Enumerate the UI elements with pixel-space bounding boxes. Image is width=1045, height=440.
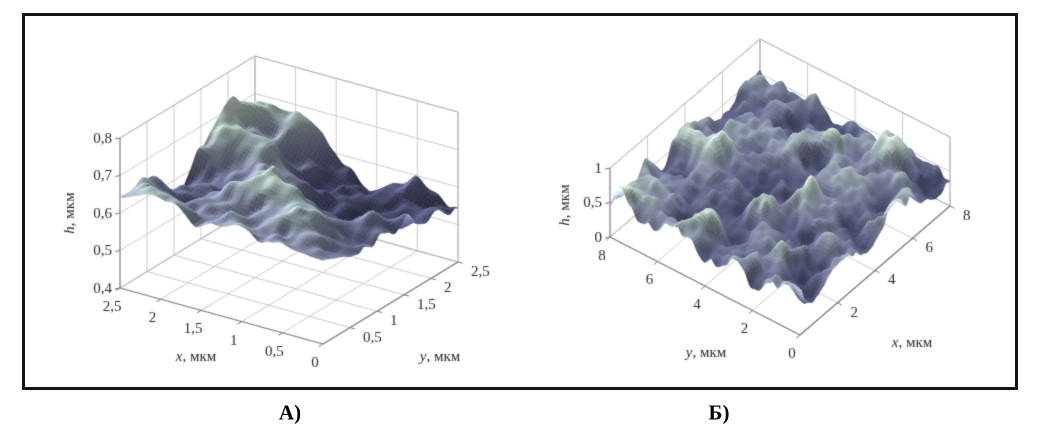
caption-panel-a: А) — [278, 400, 302, 425]
caption-panel-b: Б) — [708, 400, 730, 425]
figure-border — [22, 13, 1018, 390]
